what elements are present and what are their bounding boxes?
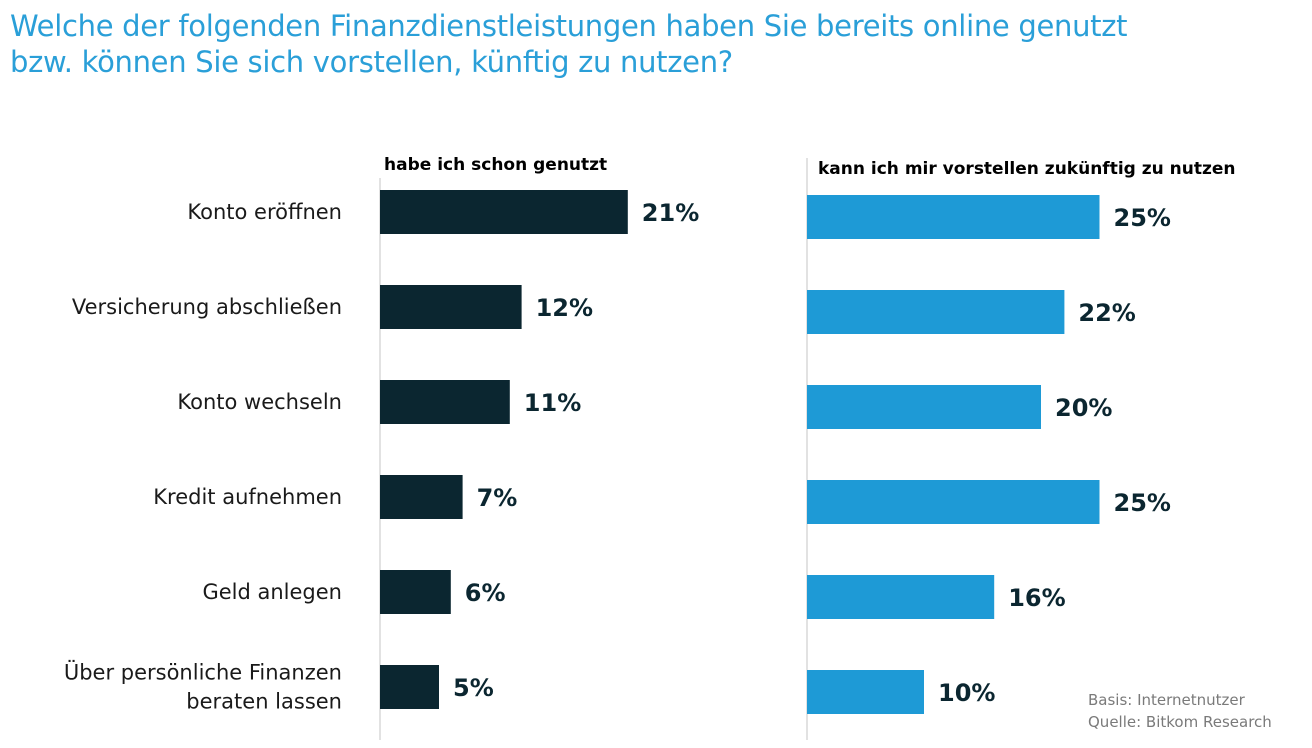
bar (807, 290, 1065, 334)
chart-title-line-1: Welche der folgenden Finanzdienstleistun… (10, 9, 1128, 43)
bar (380, 665, 439, 709)
bar (807, 195, 1100, 239)
bar (380, 475, 463, 519)
bar (807, 670, 924, 714)
bar (807, 480, 1100, 524)
data-label: 16% (1008, 584, 1065, 612)
data-label: 6% (465, 579, 506, 607)
bar (380, 285, 522, 329)
series-title: habe ich schon genutzt (384, 155, 607, 175)
data-label: 22% (1078, 299, 1135, 327)
data-label: 7% (477, 484, 518, 512)
series-title: kann ich mir vorstellen zukünftig zu nut… (818, 159, 1236, 179)
category-label: Versicherung abschließen (72, 295, 342, 319)
data-label: 25% (1114, 489, 1171, 517)
bar (380, 190, 628, 234)
bar (807, 385, 1041, 429)
chart-title-line-2: bzw. können Sie sich vorstellen, künftig… (10, 45, 733, 80)
source-note: Basis: Internetnutzer Quelle: Bitkom Res… (1088, 689, 1272, 733)
data-label: 11% (524, 389, 581, 417)
chart-title: Welche der folgenden Finanzdienstleistun… (10, 8, 1305, 81)
bar (380, 570, 451, 614)
data-label: 5% (453, 674, 494, 702)
source-quelle: Quelle: Bitkom Research (1088, 713, 1272, 731)
category-label: Kredit aufnehmen (153, 485, 342, 509)
category-label: Über persönliche Finanzen beraten lassen (64, 660, 342, 714)
data-label: 20% (1055, 394, 1112, 422)
source-basis: Basis: Internetnutzer (1088, 691, 1245, 709)
data-label: 21% (642, 199, 699, 227)
data-label: 12% (536, 294, 593, 322)
data-label: 25% (1114, 204, 1171, 232)
bar (380, 380, 510, 424)
category-label: Konto eröffnen (187, 200, 342, 224)
bar (807, 575, 995, 619)
data-label: 10% (938, 679, 995, 707)
category-label: Geld anlegen (202, 580, 342, 604)
category-label: Konto wechseln (177, 390, 342, 414)
